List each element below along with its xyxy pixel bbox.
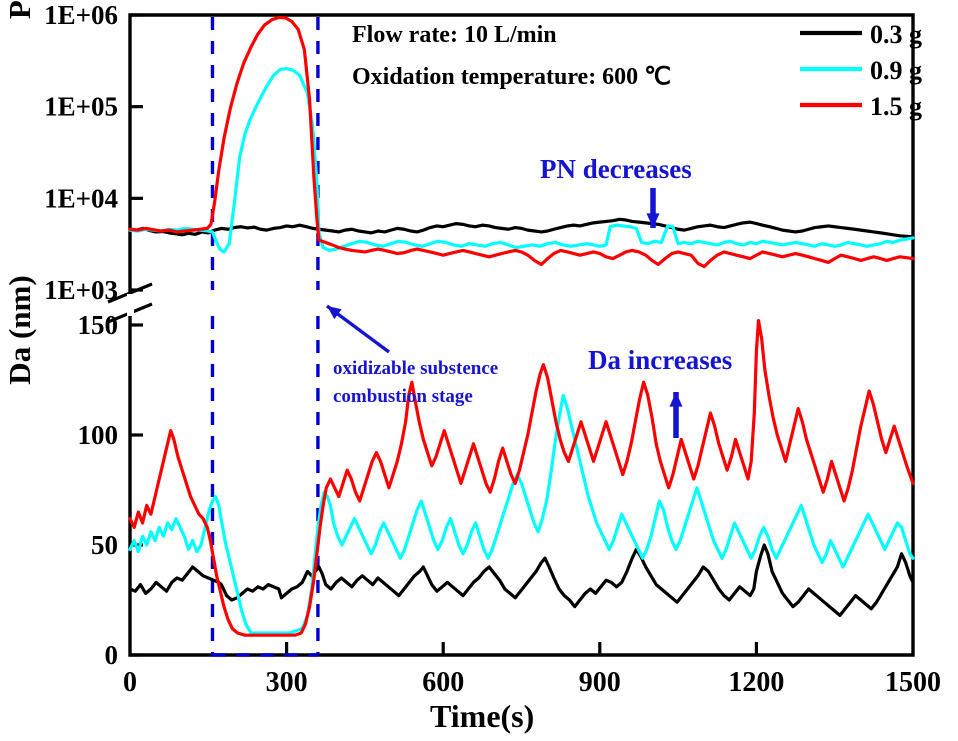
annotation-pn-decreases: PN decreases bbox=[540, 154, 692, 184]
annotation-arrows bbox=[325, 188, 683, 438]
svg-text:1200: 1200 bbox=[728, 667, 784, 698]
series-0-9-g bbox=[128, 67, 915, 254]
condition-flow-rate: Flow rate: 10 L/min bbox=[352, 22, 557, 48]
legend-label-0: 0.3 g bbox=[870, 20, 922, 49]
svg-text:300: 300 bbox=[266, 667, 308, 698]
svg-text:150: 150 bbox=[78, 310, 119, 340]
svg-text:1500: 1500 bbox=[885, 667, 941, 698]
svg-text:0: 0 bbox=[105, 640, 119, 670]
svg-text:1E+03: 1E+03 bbox=[44, 275, 118, 305]
axis-break-symbol bbox=[107, 282, 153, 324]
pn-axis-title: PN (N/cc) bbox=[2, 0, 38, 60]
svg-text:1E+06: 1E+06 bbox=[44, 0, 118, 30]
series-0-3-g bbox=[128, 217, 915, 239]
annotation-da-increases: Da increases bbox=[588, 345, 733, 375]
series-1-5-g bbox=[128, 319, 915, 637]
legend-label-2: 1.5 g bbox=[870, 92, 922, 121]
dashed-marker-lines bbox=[210, 17, 320, 657]
legend-label-1: 0.9 g bbox=[870, 56, 922, 85]
svg-text:600: 600 bbox=[422, 667, 464, 698]
svg-text:900: 900 bbox=[579, 667, 621, 698]
legend-group: 0.3 g 0.9 g 1.5 g bbox=[800, 20, 922, 121]
pn-series-group bbox=[128, 15, 915, 269]
da-axis-title: Da (nm) bbox=[2, 275, 37, 385]
svg-text:1E+04: 1E+04 bbox=[44, 183, 118, 213]
series-1-5-g bbox=[128, 15, 915, 269]
plot-frame bbox=[128, 13, 915, 657]
svg-text:0: 0 bbox=[123, 667, 137, 698]
annotation-combustion-stage-line1: oxidizable substence bbox=[333, 358, 499, 379]
x-axis-title: Time(s) bbox=[430, 698, 535, 734]
condition-oxidation-temperature: Oxidation temperature: 600 ℃ bbox=[352, 64, 672, 90]
svg-text:1E+05: 1E+05 bbox=[44, 92, 118, 122]
annotation-combustion-stage-line2: combustion stage bbox=[333, 386, 473, 407]
series-0-3-g bbox=[128, 543, 915, 617]
svg-text:50: 50 bbox=[91, 530, 118, 560]
da-series-group bbox=[128, 319, 915, 637]
series-0-9-g bbox=[128, 393, 915, 635]
svg-text:100: 100 bbox=[78, 420, 119, 450]
